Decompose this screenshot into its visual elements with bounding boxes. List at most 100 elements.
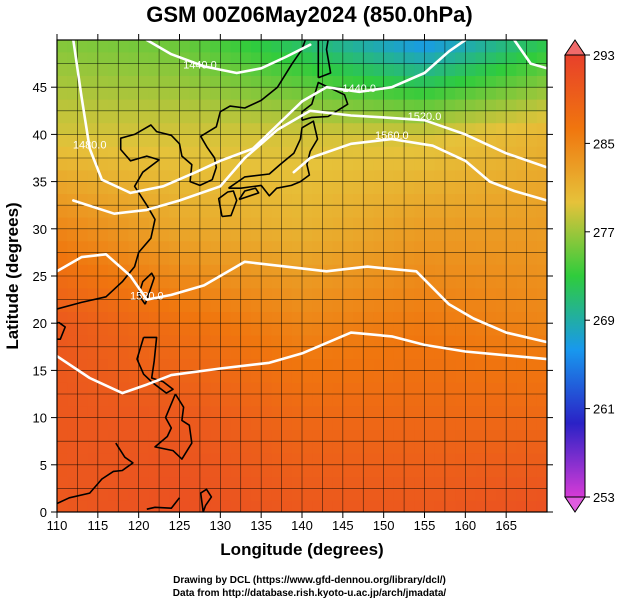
heat-cell	[189, 287, 201, 301]
heat-cell	[506, 252, 517, 265]
heat-cell	[455, 40, 466, 53]
heat-cell	[138, 146, 150, 159]
heat-cell	[302, 417, 313, 430]
heat-cell	[393, 181, 405, 194]
heat-cell	[353, 169, 364, 183]
heat-cell	[138, 75, 150, 88]
colorbar-tick-label: 261	[593, 402, 615, 417]
heat-cell	[302, 193, 313, 206]
heat-cell	[393, 488, 405, 501]
heat-cell	[118, 405, 130, 419]
heat-cell	[506, 169, 517, 183]
heat-cell	[87, 40, 99, 53]
heat-cell	[97, 299, 109, 312]
heat-cell	[302, 405, 313, 419]
heat-cell	[57, 63, 68, 76]
heat-cell	[342, 146, 354, 159]
heat-cell	[465, 75, 477, 88]
heat-cell	[169, 87, 181, 100]
heat-cell	[414, 193, 426, 206]
heat-cell	[291, 146, 303, 159]
heat-cell	[434, 146, 446, 159]
heat-cell	[434, 476, 446, 489]
heat-cell	[393, 99, 405, 112]
heat-cell	[496, 299, 507, 312]
heat-cell	[424, 500, 436, 512]
heat-cell	[342, 464, 354, 478]
heat-cell	[77, 358, 89, 371]
heat-cell	[87, 417, 99, 430]
heat-cell	[67, 335, 78, 348]
heat-cell	[455, 75, 466, 88]
heat-cell	[291, 205, 303, 218]
heat-cell	[291, 217, 303, 230]
heat-cell	[424, 134, 436, 147]
heat-cell	[230, 110, 242, 124]
heat-cell	[322, 87, 334, 100]
heat-cell	[118, 464, 130, 478]
heat-cell	[271, 346, 283, 360]
heat-cell	[108, 99, 119, 112]
heat-cell	[138, 464, 150, 478]
heat-cell	[526, 40, 538, 53]
heat-cell	[322, 228, 334, 242]
heat-cell	[240, 193, 252, 206]
heat-cell	[424, 169, 436, 183]
heat-cell	[496, 181, 507, 194]
heat-cell	[128, 429, 140, 442]
heat-cell	[240, 441, 252, 454]
heat-cell	[434, 75, 446, 88]
heat-cell	[138, 299, 150, 312]
heat-cell	[353, 429, 364, 442]
heat-cell	[210, 134, 221, 147]
heat-cell	[230, 169, 242, 183]
heat-cell	[526, 51, 538, 65]
heat-cell	[159, 134, 170, 147]
heat-cell	[240, 87, 252, 100]
heat-cell	[475, 99, 487, 112]
heat-cell	[475, 264, 487, 277]
heat-cell	[128, 335, 140, 348]
heat-cell	[291, 240, 303, 253]
heat-cell	[444, 276, 456, 289]
heat-cell	[424, 335, 436, 348]
heat-cell	[536, 394, 547, 407]
heat-cell	[526, 75, 538, 88]
heat-cell	[271, 193, 283, 206]
heat-cell	[434, 40, 446, 53]
heat-cell	[138, 358, 150, 371]
heat-cell	[526, 394, 538, 407]
heat-cell	[404, 252, 415, 265]
heat-cell	[516, 75, 528, 88]
heat-cell	[251, 500, 262, 512]
heat-cell	[312, 335, 323, 348]
heat-cell	[322, 193, 334, 206]
heat-cell	[383, 441, 395, 454]
heat-cell	[148, 252, 160, 265]
heat-cell	[414, 358, 426, 371]
heat-cell	[57, 370, 68, 383]
heat-cell	[434, 453, 446, 466]
heat-cell	[148, 476, 160, 489]
heat-cell	[312, 217, 323, 230]
heat-cell	[444, 228, 456, 242]
heat-cell	[373, 311, 385, 324]
heat-cell	[189, 405, 201, 419]
heat-cell	[199, 51, 211, 65]
heat-cell	[475, 500, 487, 512]
heat-cell	[67, 252, 78, 265]
heat-cell	[97, 441, 109, 454]
heat-cell	[363, 158, 375, 171]
heat-cell	[261, 99, 272, 112]
heat-cell	[281, 181, 293, 194]
heat-cell	[404, 228, 415, 242]
heat-cell	[332, 75, 344, 88]
heat-cell	[271, 252, 283, 265]
heat-cell	[404, 417, 415, 430]
heat-cell	[220, 500, 232, 512]
heat-cell	[404, 370, 415, 383]
heat-cell	[251, 110, 262, 124]
heat-cell	[444, 205, 456, 218]
heat-cell	[373, 217, 385, 230]
heat-cell	[363, 488, 375, 501]
